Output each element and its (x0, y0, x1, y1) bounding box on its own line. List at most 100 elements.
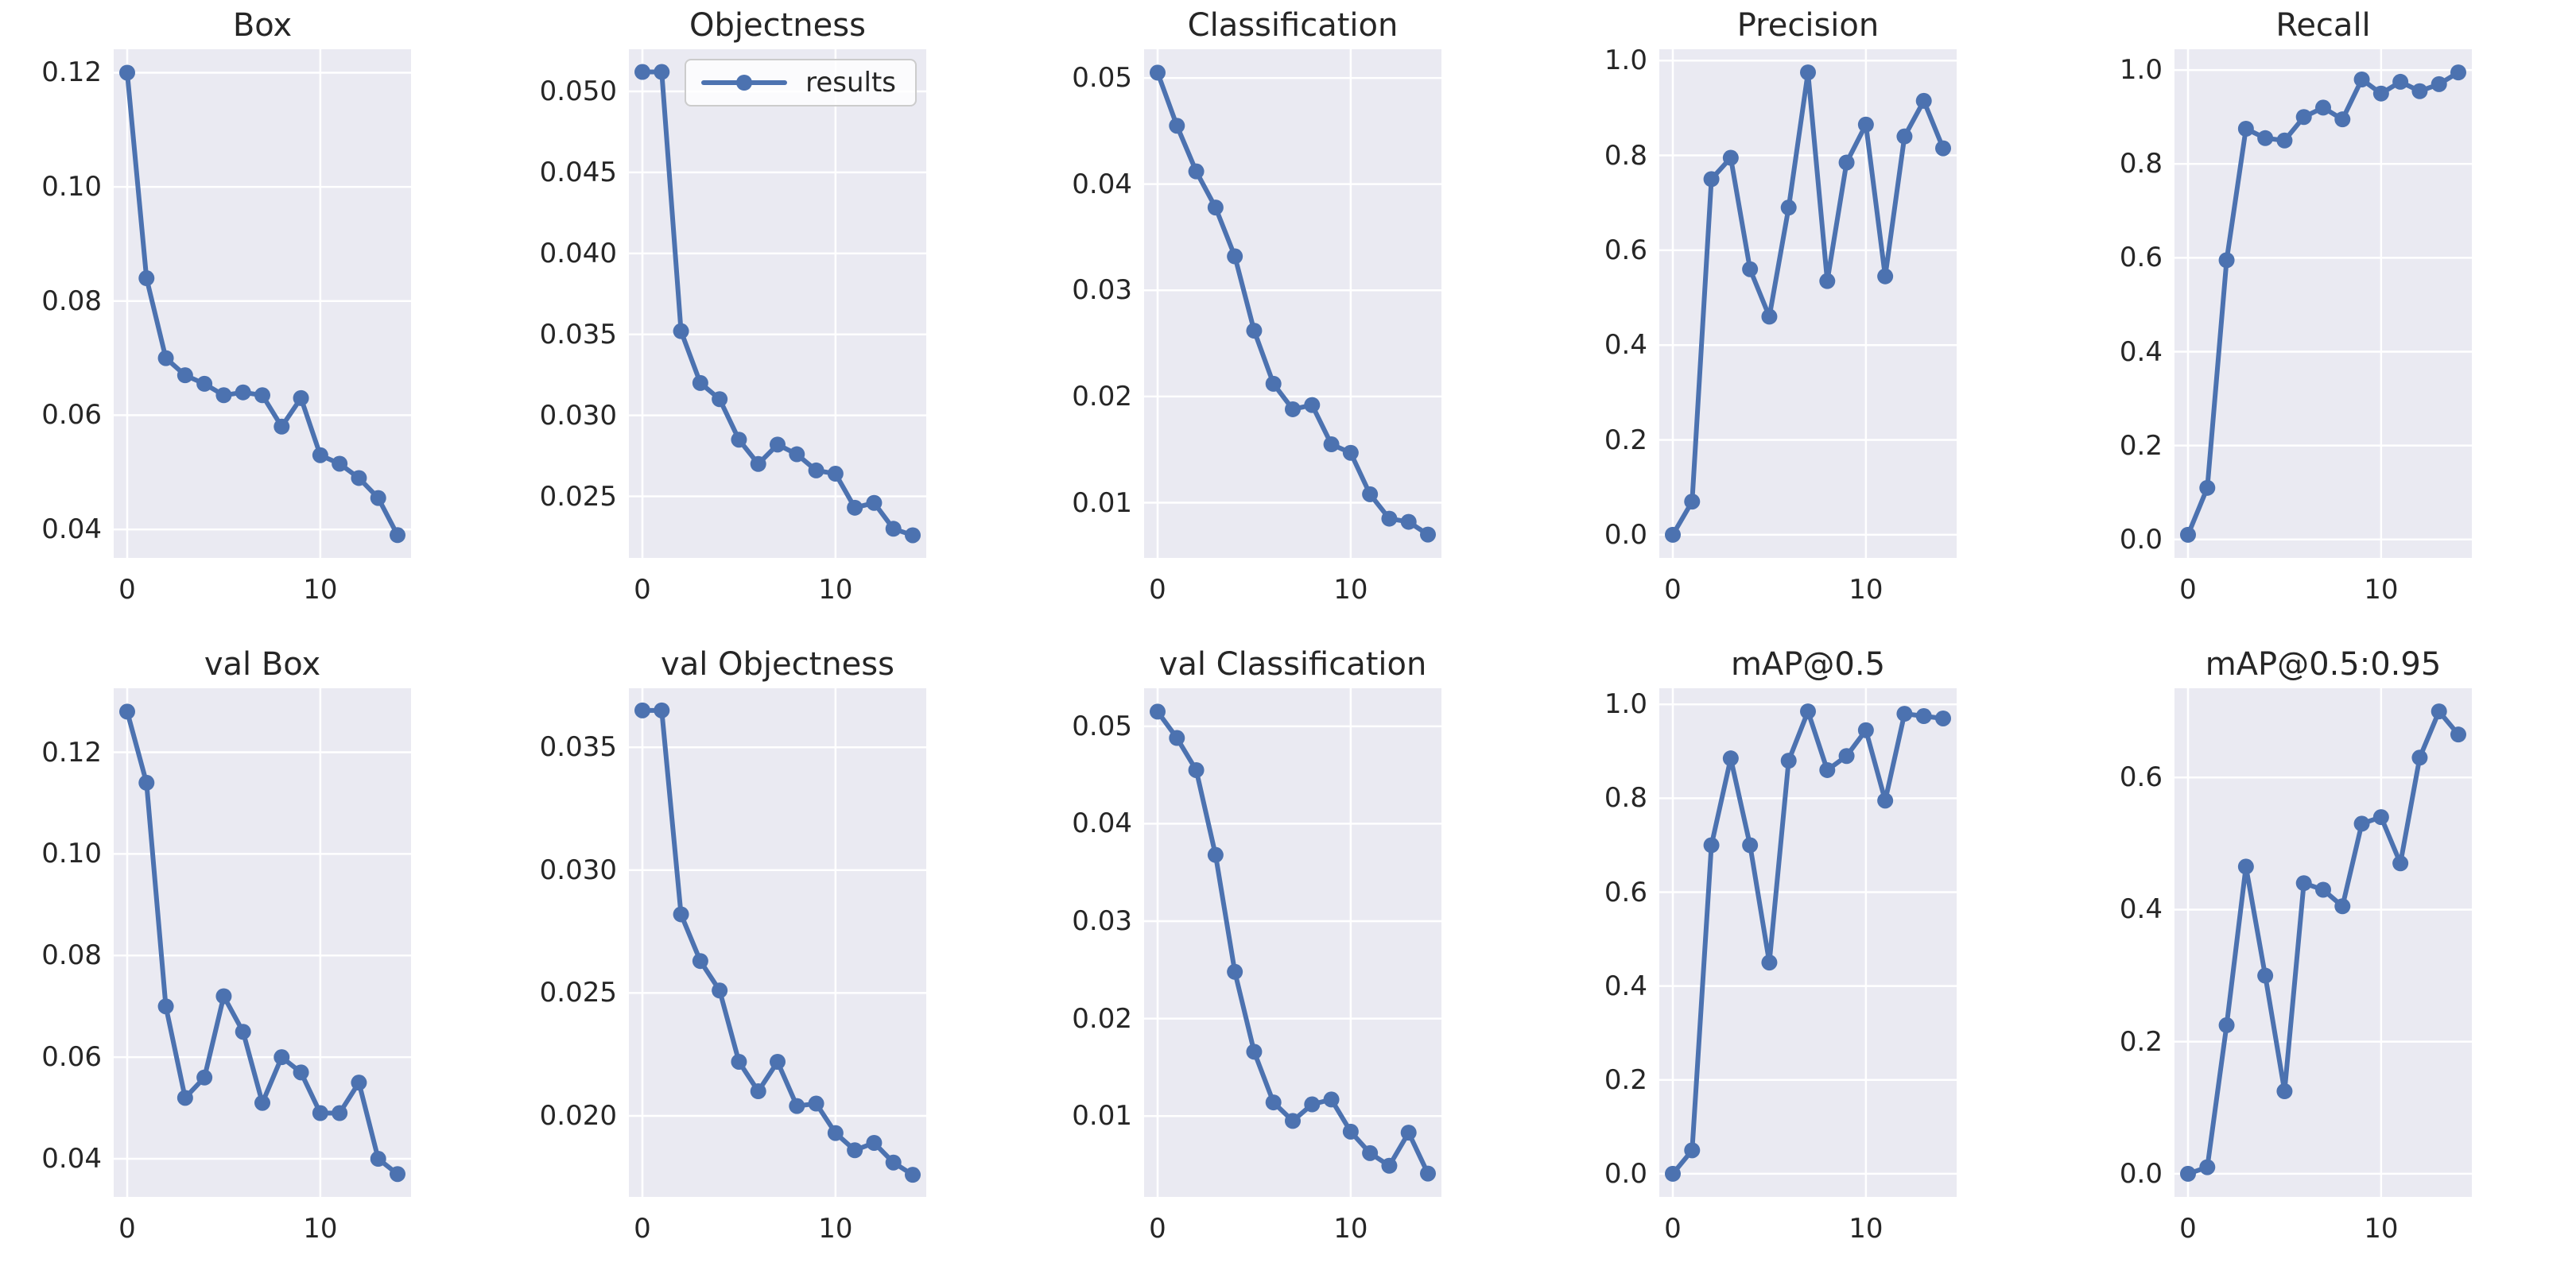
subplot-title-map05-095: mAP@0.5:0.95 (2205, 646, 2442, 683)
y-tick-label: 0.0 (2119, 523, 2163, 556)
y-axis-ticks-val-box: 0.04 0.06 0.08 0.10 0.12 (0, 688, 102, 1197)
subplot-title-val-objectness: val Objectness (661, 646, 894, 683)
x-tick-label: 0 (1149, 574, 1166, 606)
y-tick-label: 0.6 (2119, 761, 2163, 794)
subplot-title-classification: Classification (1187, 7, 1399, 44)
x-axis-ticks-recall: 0 10 (2174, 567, 2472, 615)
y-tick-label: 0.8 (1604, 782, 1647, 815)
y-tick-label: 1.0 (1604, 45, 1647, 77)
y-tick-label: 0.02 (1072, 380, 1132, 412)
line-chart-classification (1144, 49, 1441, 558)
y-tick-label: 0.040 (539, 237, 617, 269)
y-axis-ticks-map05-095: 0.0 0.2 0.4 0.6 (2061, 688, 2163, 1197)
x-axis-ticks-map05-095: 0 10 (2174, 1206, 2472, 1254)
y-tick-label: 0.04 (41, 513, 102, 546)
x-tick-label: 10 (303, 1213, 338, 1245)
plot-area-val-classification (1144, 688, 1441, 1197)
y-tick-label: 0.01 (1072, 1100, 1132, 1133)
subplot-map05: mAP@0.5 0.0 0.2 0.4 0.6 0.8 1.0 0 10 (1546, 639, 2061, 1278)
y-tick-label: 0.2 (1604, 424, 1647, 456)
legend-line-sample-icon (701, 75, 788, 91)
y-axis-ticks-map05: 0.0 0.2 0.4 0.6 0.8 1.0 (1546, 688, 1647, 1197)
y-tick-label: 0.2 (2119, 429, 2163, 462)
subplot-classification: Classification 0.01 0.02 0.03 0.04 0.05 0 10 (1030, 0, 1546, 639)
y-tick-label: 0.01 (1072, 486, 1132, 519)
y-tick-label: 0.025 (539, 977, 617, 1009)
subplot-title-map05: mAP@0.5 (1730, 646, 1886, 683)
x-axis-ticks-objectness: 0 10 (629, 567, 926, 615)
x-tick-label: 0 (2179, 1213, 2197, 1245)
x-tick-label: 10 (1333, 1213, 1368, 1245)
y-axis-ticks-recall: 0.0 0.2 0.4 0.6 0.8 1.0 (2061, 49, 2163, 558)
y-tick-label: 0.05 (1072, 62, 1132, 95)
subplot-val-classification: val Classification 0.01 0.02 0.03 0.04 0.05 0 1… (1030, 639, 1546, 1278)
x-axis-ticks-box: 0 10 (114, 567, 411, 615)
y-tick-label: 0.08 (41, 285, 102, 317)
y-tick-label: 0.04 (41, 1143, 102, 1175)
x-tick-label: 10 (1333, 574, 1368, 606)
plot-area-val-box (114, 688, 411, 1197)
plot-area-recall (2174, 49, 2472, 558)
x-axis-ticks-val-classification: 0 10 (1144, 1206, 1441, 1254)
line-chart-val-box (114, 688, 411, 1197)
plot-area-map05 (1659, 688, 1957, 1197)
subplot-title-val-box: val Box (204, 646, 321, 683)
y-tick-label: 0.0 (2119, 1157, 2163, 1190)
x-tick-label: 0 (1664, 1213, 1682, 1245)
y-axis-ticks-box: 0.04 0.06 0.08 0.10 0.12 (0, 49, 102, 558)
x-tick-label: 0 (118, 1213, 136, 1245)
y-tick-label: 0.04 (1072, 168, 1132, 200)
subplot-val-box: val Box 0.04 0.06 0.08 0.10 0.12 0 10 (0, 639, 515, 1278)
y-axis-ticks-val-objectness: 0.020 0.025 0.030 0.035 (515, 688, 617, 1197)
y-tick-label: 0.0 (1604, 518, 1647, 551)
y-tick-label: 0.10 (41, 838, 102, 870)
subplot-recall: Recall 0.0 0.2 0.4 0.6 0.8 1.0 0 10 (2061, 0, 2576, 639)
y-axis-ticks-precision: 0.0 0.2 0.4 0.6 0.8 1.0 (1546, 45, 1647, 558)
legend-label: results (805, 67, 896, 99)
y-tick-label: 0.03 (1072, 274, 1132, 307)
y-tick-label: 0.4 (2119, 335, 2163, 368)
y-tick-label: 0.035 (539, 318, 617, 350)
x-tick-label: 10 (818, 574, 853, 606)
subplot-title-objectness: Objectness (689, 7, 866, 44)
y-tick-label: 0.025 (539, 480, 617, 513)
subplot-val-objectness: val Objectness 0.020 0.025 0.030 0.035 0 10 (515, 639, 1030, 1278)
y-tick-label: 0.2 (2119, 1025, 2163, 1058)
y-tick-label: 0.020 (539, 1099, 617, 1132)
subplot-objectness: Objectness 0.025 0.030 0.035 0.040 0.045 0.050… (515, 0, 1030, 639)
x-tick-label: 0 (634, 1213, 651, 1245)
line-chart-val-classification (1144, 688, 1441, 1197)
y-tick-label: 0.06 (41, 1041, 102, 1074)
y-tick-label: 0.030 (539, 854, 617, 886)
x-tick-label: 0 (634, 574, 651, 606)
x-tick-label: 0 (1149, 1213, 1166, 1245)
y-tick-label: 0.12 (41, 56, 102, 89)
y-tick-label: 0.6 (1604, 876, 1647, 908)
x-tick-label: 10 (2364, 1213, 2399, 1245)
y-tick-label: 0.06 (41, 399, 102, 432)
line-chart-precision (1659, 49, 1957, 558)
subplot-title-precision: Precision (1736, 7, 1880, 44)
x-tick-label: 10 (1849, 574, 1884, 606)
line-chart-map05 (1659, 688, 1957, 1197)
subplot-title-val-classification: val Classification (1158, 646, 1427, 683)
subplot-title-box: Box (232, 7, 293, 44)
y-tick-label: 1.0 (1604, 688, 1647, 721)
plot-area-classification (1144, 49, 1441, 558)
y-tick-label: 0.035 (539, 731, 617, 764)
y-axis-ticks-val-classification: 0.01 0.02 0.03 0.04 0.05 (1030, 688, 1132, 1197)
x-axis-ticks-map05: 0 10 (1659, 1206, 1957, 1254)
x-tick-label: 0 (2179, 574, 2197, 606)
x-axis-ticks-classification: 0 10 (1144, 567, 1441, 615)
line-chart-box (114, 49, 411, 558)
y-tick-label: 0.05 (1072, 710, 1132, 742)
subplot-title-recall: Recall (2275, 7, 2371, 44)
y-tick-label: 0.4 (2119, 893, 2163, 926)
y-tick-label: 0.0 (1604, 1157, 1647, 1190)
x-tick-label: 0 (1664, 574, 1682, 606)
y-tick-label: 0.08 (41, 939, 102, 972)
y-tick-label: 0.02 (1072, 1002, 1132, 1035)
x-tick-label: 0 (118, 574, 136, 606)
y-tick-label: 0.03 (1072, 905, 1132, 938)
